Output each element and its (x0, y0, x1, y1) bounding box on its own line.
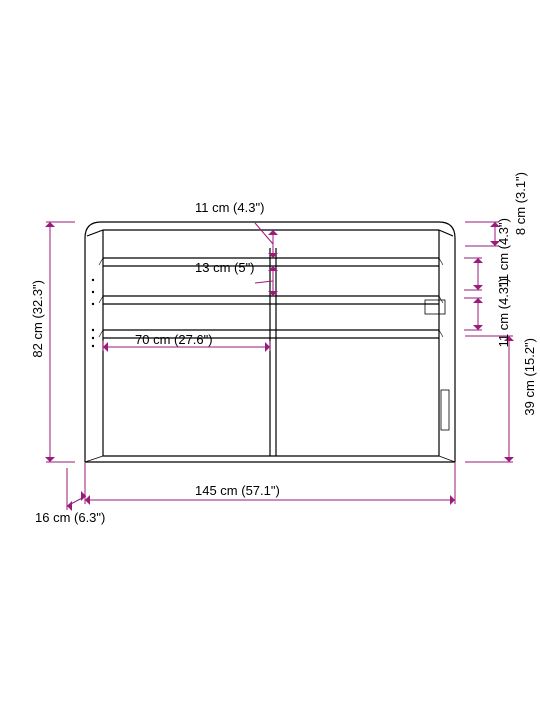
label-height-total: 82 cm (32.3") (30, 280, 45, 358)
label-gap-top: 11 cm (4.3") (195, 200, 264, 215)
label-right-11u: 11 cm (4.3") (496, 218, 511, 287)
label-right-8: 8 cm (3.1") (513, 172, 528, 235)
label-depth: 16 cm (6.3") (35, 510, 105, 525)
label-right-39: 39 cm (15.2") (522, 338, 537, 416)
label-gap-mid: 13 cm (5") (195, 260, 255, 275)
label-shelf-width: 70 cm (27.6") (135, 332, 213, 347)
label-right-11l: 11 cm (4.3") (496, 278, 511, 347)
dimension-drawing (0, 0, 540, 720)
label-width-total: 145 cm (57.1") (195, 483, 280, 498)
